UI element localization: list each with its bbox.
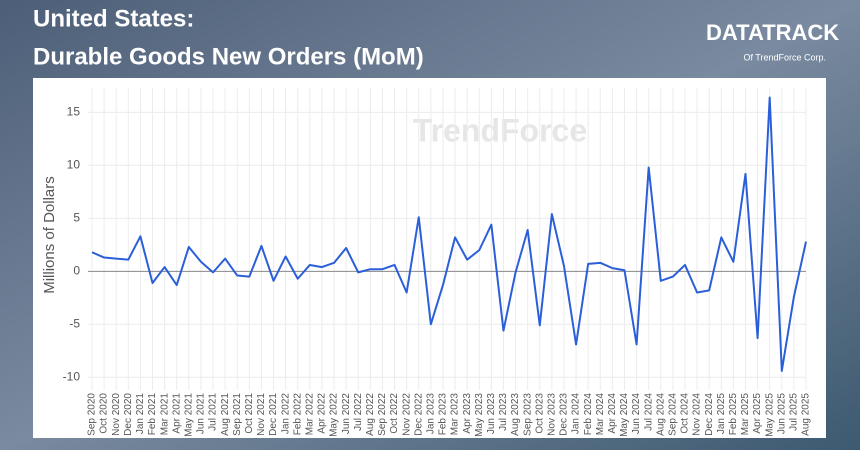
x-tick-label: Apr 2024	[607, 393, 618, 434]
x-tick-label: Dec 2024	[704, 393, 715, 436]
x-tick-label: Sep 2022	[377, 393, 388, 436]
x-tick-label: May 2022	[329, 393, 340, 437]
x-tick-label: Jan 2024	[571, 393, 582, 435]
x-tick-label: Dec 2021	[268, 393, 279, 436]
x-tick-label: Apr 2023	[462, 393, 473, 434]
x-tick-label: Nov 2022	[401, 393, 412, 436]
x-tick-label: Sep 2021	[232, 393, 243, 436]
x-tick-label: Oct 2020	[99, 393, 110, 434]
x-tick-label: Dec 2020	[123, 393, 134, 436]
x-tick-label: Mar 2023	[450, 393, 461, 436]
x-tick-label: Apr 2021	[171, 393, 182, 434]
x-tick-label: Aug 2021	[220, 393, 231, 436]
x-tick-label: Oct 2021	[244, 393, 255, 434]
x-tick-label: Mar 2021	[159, 393, 170, 436]
plot: Sep 2020 Oct 2020 Nov 2020 Dec 2020 Jan 2021…	[63, 88, 812, 437]
x-tick-label: Feb 2021	[147, 393, 158, 436]
x-tick-label: Nov 2024	[692, 393, 703, 436]
x-tick-label: Jan 2021	[135, 393, 146, 435]
y-axis-label: Millions of Dollars	[41, 176, 58, 294]
x-tick-label: Aug 2025	[801, 393, 812, 436]
x-tick-label: Mar 2022	[304, 393, 315, 436]
x-tick-label: Mar 2024	[595, 393, 606, 436]
subtitle: Durable Goods New Orders (MoM)	[33, 43, 424, 70]
x-tick-label: Aug 2022	[365, 393, 376, 436]
x-tick-label: Feb 2023	[438, 393, 449, 436]
y-tick-label: 0	[73, 263, 80, 277]
x-tick-label: May 2025	[764, 393, 775, 437]
x-tick-label: Jul 2022	[353, 393, 364, 431]
watermark: TrendForce	[413, 112, 587, 148]
x-tick-label: Jan 2023	[425, 393, 436, 435]
x-tick-label: Nov 2021	[256, 393, 267, 436]
x-tick-label: Oct 2022	[389, 393, 400, 434]
y-tick-label: 5	[73, 211, 80, 225]
x-tick-label: Dec 2022	[413, 393, 424, 436]
x-tick-label: May 2023	[474, 393, 485, 437]
line-series	[91, 96, 807, 372]
x-tick-label: Aug 2023	[510, 393, 521, 436]
x-tick-label: Mar 2025	[740, 393, 751, 436]
y-tick-label: -10	[63, 369, 81, 383]
x-tick-label: Jul 2025	[789, 393, 800, 431]
y-tick-label: 15	[67, 105, 81, 119]
x-tick-label: Nov 2023	[547, 393, 558, 436]
x-tick-label: Jun 2023	[486, 393, 497, 435]
x-tick-label: Jan 2025	[716, 393, 727, 435]
x-tick-label: Jun 2021	[196, 393, 207, 435]
x-tick-label: Jul 2024	[643, 393, 654, 431]
x-tick-label: Jul 2021	[208, 393, 219, 431]
x-tick-label: Oct 2024	[680, 393, 691, 434]
x-tick-label: Aug 2024	[655, 393, 666, 436]
x-tick-label: Dec 2023	[559, 393, 570, 436]
x-tick-label: Sep 2020	[87, 393, 98, 436]
x-tick-label: May 2021	[183, 393, 194, 437]
x-tick-label: Oct 2023	[534, 393, 545, 434]
x-tick-label: Jul 2023	[498, 393, 509, 431]
x-tick-label: Apr 2025	[752, 393, 763, 434]
x-tick-label: Feb 2024	[583, 393, 594, 436]
y-tick-label: -5	[69, 316, 80, 330]
y-tick-label: 10	[67, 158, 81, 172]
x-tick-label: Feb 2025	[728, 393, 739, 436]
x-tick-label: Feb 2022	[292, 393, 303, 436]
logo-name: DATATRACK	[706, 20, 839, 45]
x-tick-label: Jan 2022	[280, 393, 291, 435]
x-tick-label: Nov 2020	[111, 393, 122, 436]
x-tick-label: Apr 2022	[317, 393, 328, 434]
x-tick-label: Jun 2025	[776, 393, 787, 435]
x-tick-label: Jun 2024	[631, 393, 642, 435]
logo-tagline: Of TrendForce Corp.	[743, 52, 826, 62]
title: United States:	[33, 5, 194, 32]
x-tick-label: Jun 2022	[341, 393, 352, 435]
x-tick-label: Sep 2023	[522, 393, 533, 436]
chart-panel	[33, 78, 826, 438]
x-tick-label: May 2024	[619, 393, 630, 437]
x-tick-label: Sep 2024	[668, 393, 679, 436]
